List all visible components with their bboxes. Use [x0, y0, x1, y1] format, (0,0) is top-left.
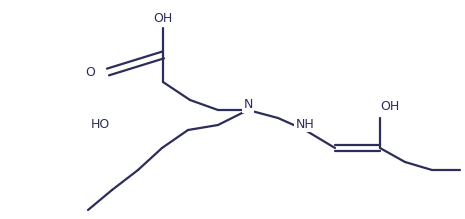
Text: OH: OH — [153, 12, 173, 25]
Text: HO: HO — [90, 118, 110, 131]
Text: OH: OH — [380, 101, 399, 113]
Text: NH: NH — [296, 118, 314, 131]
Text: N: N — [243, 99, 252, 111]
Text: O: O — [85, 67, 95, 79]
